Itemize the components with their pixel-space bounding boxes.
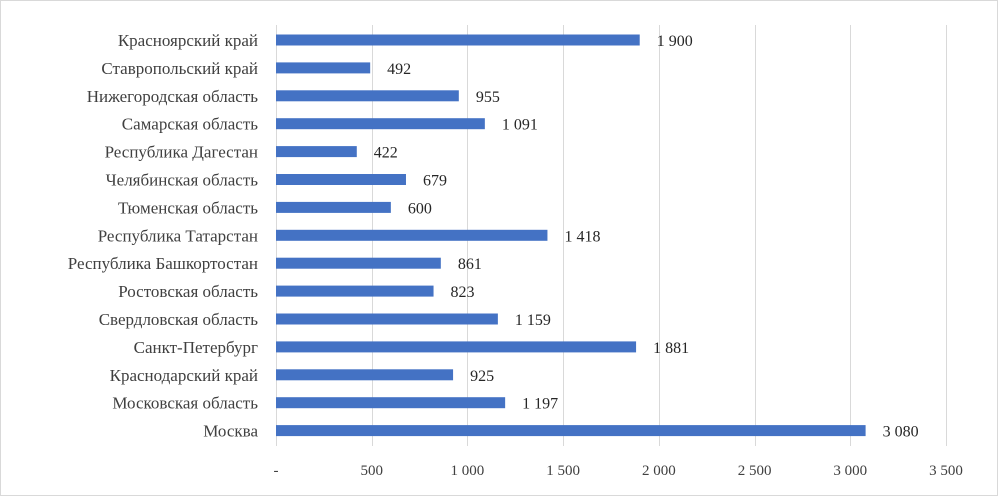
data-label-7: 1 418 — [564, 228, 600, 245]
data-label-14: 3 080 — [883, 424, 919, 441]
data-label-3: 1 091 — [502, 117, 538, 134]
data-label-1: 492 — [387, 61, 411, 78]
category-label-12: Краснодарский край — [110, 366, 258, 385]
data-label-6: 600 — [408, 200, 432, 217]
category-label-10: Свердловская область — [99, 310, 259, 329]
x-tick-label-6: 3 000 — [833, 463, 867, 479]
x-axis-tick-labels: - 500 1 000 1 500 2 000 2 500 3 000 3 500 — [274, 463, 963, 479]
category-label-11: Санкт-Петербург — [134, 338, 258, 357]
x-tick-label-2: 1 000 — [451, 463, 485, 479]
bar-0 — [276, 34, 640, 46]
x-tick-label-7: 3 500 — [929, 463, 963, 479]
bar-3 — [276, 118, 485, 130]
category-label-5: Челябинская область — [106, 171, 259, 190]
bar-7 — [276, 229, 548, 241]
data-label-8: 861 — [458, 256, 482, 273]
x-tick-label-5: 2 500 — [738, 463, 772, 479]
bar-13 — [276, 397, 506, 409]
bar-12 — [276, 369, 454, 381]
bar-11 — [276, 341, 637, 353]
category-label-2: Нижегородская область — [87, 87, 259, 106]
bar-2 — [276, 90, 459, 102]
category-labels: Красноярский край Ставропольский край Ниже… — [68, 31, 259, 441]
data-label-2: 955 — [476, 89, 500, 106]
data-label-10: 1 159 — [515, 312, 551, 329]
data-label-0: 1 900 — [657, 33, 693, 50]
data-label-9: 823 — [451, 284, 475, 301]
category-label-8: Республика Башкортостан — [68, 254, 258, 273]
bar-4 — [276, 146, 357, 158]
bar-14 — [276, 425, 866, 437]
data-label-11: 1 881 — [653, 340, 689, 357]
category-label-7: Республика Татарстан — [98, 226, 258, 245]
category-label-1: Ставропольский край — [101, 59, 258, 78]
category-label-3: Самарская область — [122, 115, 258, 134]
data-label-12: 925 — [470, 368, 494, 385]
category-label-4: Республика Дагестан — [105, 143, 258, 162]
data-label-4: 422 — [374, 145, 398, 162]
category-label-6: Тюменская область — [118, 198, 258, 217]
category-label-13: Московская область — [112, 394, 258, 413]
category-label-0: Красноярский край — [118, 31, 258, 50]
bar-1 — [276, 62, 371, 74]
category-label-9: Ростовская область — [118, 282, 258, 301]
category-label-14: Москва — [203, 422, 258, 441]
x-tick-label-0: - — [274, 463, 279, 479]
data-label-5: 679 — [423, 173, 447, 190]
bars — [276, 34, 866, 437]
bar-10 — [276, 313, 498, 325]
bar-8 — [276, 257, 441, 269]
x-tick-label-1: 500 — [360, 463, 383, 479]
x-tick-label-3: 1 500 — [546, 463, 580, 479]
bar-9 — [276, 285, 434, 297]
bar-6 — [276, 201, 391, 213]
data-label-13: 1 197 — [522, 396, 558, 413]
bar-5 — [276, 174, 406, 185]
x-tick-label-4: 2 000 — [642, 463, 676, 479]
